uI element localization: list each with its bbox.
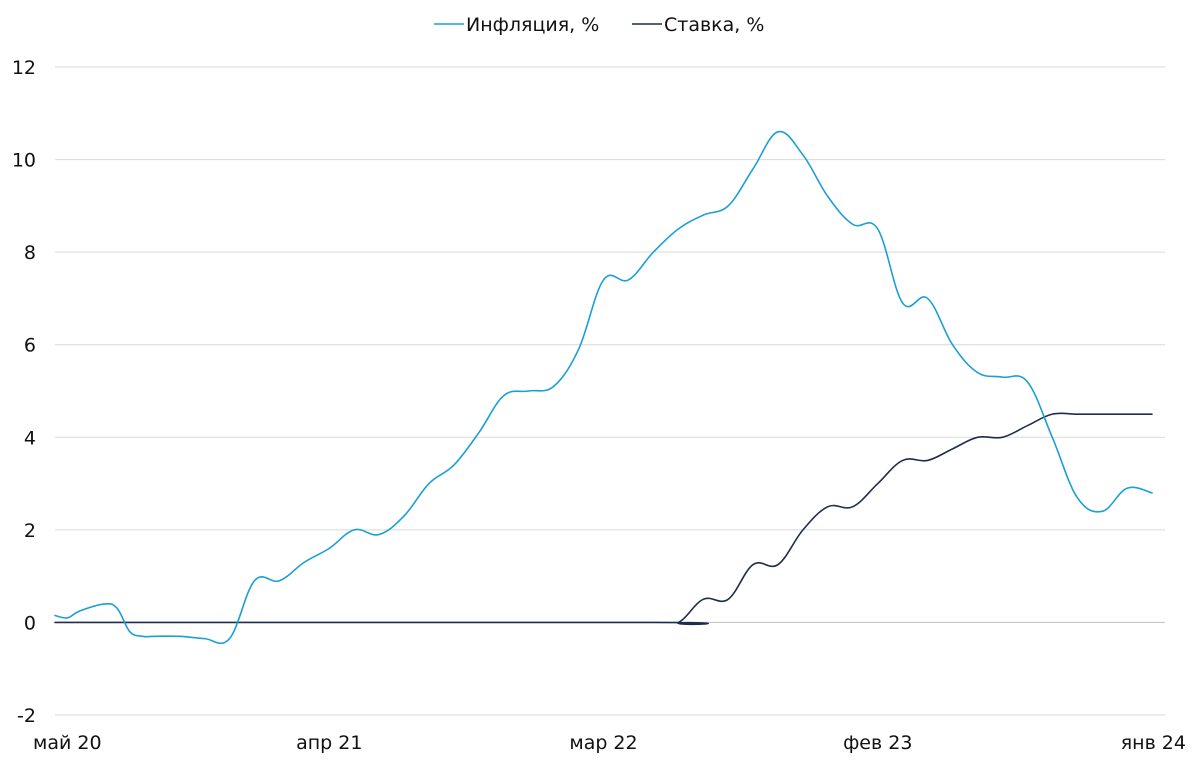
x-tick-label: май 20 — [33, 732, 102, 754]
y-tick-label: 12 — [12, 57, 36, 79]
chart-legend: Инфляция, % Ставка, % — [434, 14, 764, 36]
x-axis-tick-labels: май 20 апр 21 мар 22 фев 23 янв 24 — [33, 732, 1186, 754]
x-tick-label: апр 21 — [296, 732, 362, 754]
x-tick-label: фев 23 — [843, 732, 912, 754]
y-tick-label: 10 — [12, 150, 36, 172]
y-axis-tick-labels: -2 0 2 4 6 8 10 12 — [12, 57, 36, 727]
y-tick-label: -2 — [17, 705, 36, 727]
x-tick-label: мар 22 — [569, 732, 637, 754]
x-tick-label: янв 24 — [1121, 732, 1186, 754]
y-tick-label: 0 — [24, 612, 36, 634]
series-line-rate — [54, 412, 1153, 626]
y-tick-label: 6 — [24, 335, 36, 357]
y-tick-label: 8 — [24, 242, 36, 264]
gridlines — [55, 66, 1165, 716]
legend-label-rate: Ставка, % — [664, 14, 764, 36]
series-line-inflation — [54, 130, 1153, 645]
y-tick-label: 2 — [24, 520, 36, 542]
y-tick-label: 4 — [24, 427, 36, 449]
series-lines — [54, 130, 1153, 645]
legend-label-inflation: Инфляция, % — [466, 14, 599, 36]
